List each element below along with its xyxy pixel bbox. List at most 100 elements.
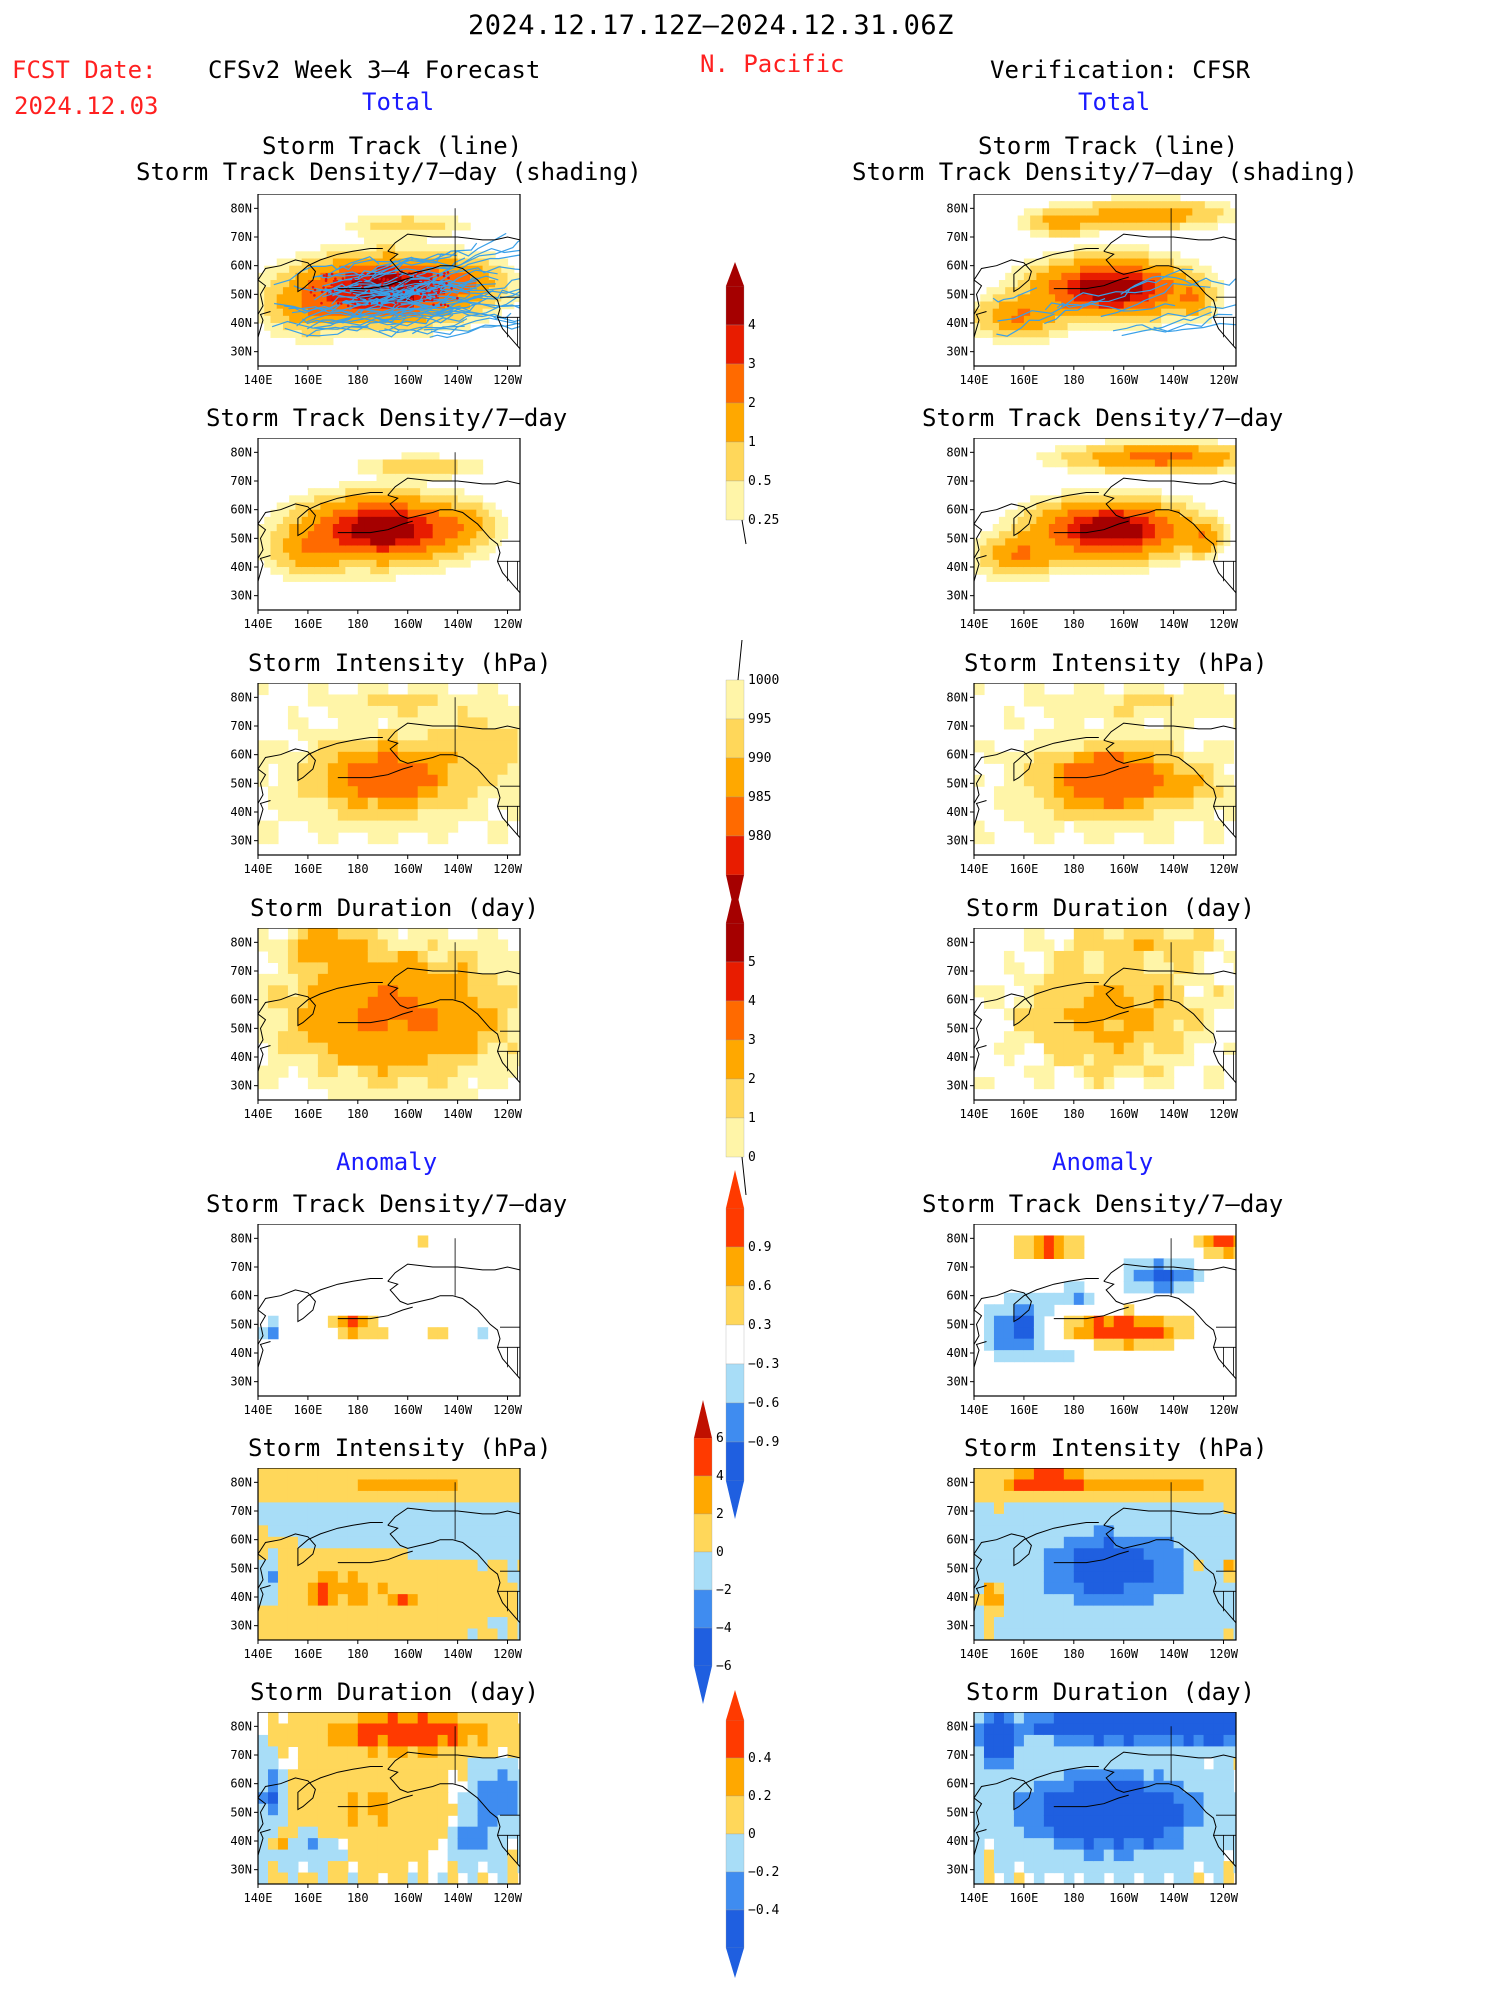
grid-cell xyxy=(1214,1468,1225,1480)
grid-cell xyxy=(1224,1629,1235,1641)
grid-cell xyxy=(448,1560,459,1572)
grid-cell xyxy=(1074,1606,1085,1618)
grid-cell xyxy=(401,452,408,460)
grid-cell xyxy=(420,517,427,525)
grid-cell xyxy=(408,951,419,963)
grid-cell xyxy=(1034,694,1045,706)
grid-cell xyxy=(383,531,390,539)
grid-cell xyxy=(1144,809,1155,821)
grid-cell xyxy=(278,1606,289,1618)
grid-cell xyxy=(1104,1606,1115,1618)
grid-cell xyxy=(1154,1339,1165,1351)
grid-cell xyxy=(1134,683,1145,695)
grid-cell xyxy=(1174,538,1181,546)
grid-cell xyxy=(1114,1054,1125,1066)
grid-cell xyxy=(986,553,993,561)
grid-cell xyxy=(1034,1304,1045,1316)
grid-cell xyxy=(327,574,334,582)
grid-cell xyxy=(1144,1066,1155,1078)
grid-cell xyxy=(1044,1054,1055,1066)
grid-cell xyxy=(1117,244,1124,252)
grid-cell xyxy=(1099,567,1106,575)
grid-cell xyxy=(984,1327,995,1339)
grid-cell xyxy=(498,985,509,997)
grid-cell xyxy=(508,775,519,787)
grid-cell xyxy=(1205,445,1212,453)
grid-cell xyxy=(1011,574,1018,582)
grid-cell xyxy=(1136,259,1143,267)
grid-cell xyxy=(501,273,508,281)
grid-cell xyxy=(1154,1548,1165,1560)
grid-cell xyxy=(1054,962,1065,974)
grid-cell xyxy=(358,1031,369,1043)
storm-point xyxy=(404,286,407,289)
grid-cell xyxy=(1124,1020,1135,1032)
grid-cell xyxy=(308,962,319,974)
grid-cell xyxy=(1124,974,1135,986)
grid-cell xyxy=(258,1479,269,1491)
grid-cell xyxy=(288,974,299,986)
grid-cell xyxy=(1155,546,1162,554)
lon-tick-label: 180 xyxy=(347,373,369,387)
grid-cell xyxy=(1055,223,1062,231)
grid-cell xyxy=(333,244,340,252)
grid-cell xyxy=(1136,553,1143,561)
grid-cell xyxy=(298,1571,309,1583)
grid-cell xyxy=(277,560,284,568)
grid-cell xyxy=(1114,1560,1125,1572)
grid-cell xyxy=(1055,266,1062,274)
grid-cell xyxy=(1024,1583,1035,1595)
grid-cell xyxy=(318,1054,329,1066)
grid-cell xyxy=(999,323,1006,331)
grid-cell xyxy=(338,1043,349,1055)
grid-cell xyxy=(518,752,525,764)
grid-cell xyxy=(258,683,269,695)
grid-cell xyxy=(268,798,279,810)
grid-cell xyxy=(986,546,993,554)
grid-cell xyxy=(308,1514,319,1526)
lat-tick-label: 80N xyxy=(230,201,252,215)
grid-cell xyxy=(993,302,1000,310)
grid-cell xyxy=(289,510,296,518)
grid-cell xyxy=(428,740,439,752)
grid-cell xyxy=(1186,460,1193,468)
grid-cell xyxy=(1064,1008,1075,1020)
grid-cell xyxy=(1014,798,1025,810)
grid-cell xyxy=(1036,323,1043,331)
grid-cell xyxy=(338,951,349,963)
grid-cell xyxy=(368,928,379,940)
grid-cell xyxy=(268,1792,279,1804)
storm-point xyxy=(420,293,423,296)
grid-cell xyxy=(383,223,390,231)
grid-cell xyxy=(398,1066,409,1078)
grid-cell xyxy=(339,567,346,575)
grid-cell xyxy=(395,223,402,231)
grid-cell xyxy=(508,1629,519,1641)
grid-cell xyxy=(1180,538,1187,546)
grid-cell xyxy=(488,1008,499,1020)
grid-cell xyxy=(314,553,321,561)
grid-cell xyxy=(288,1606,299,1618)
grid-cell xyxy=(1030,280,1037,288)
grid-cell xyxy=(1064,763,1075,775)
grid-cell xyxy=(348,1525,359,1537)
storm-point xyxy=(331,299,334,302)
grid-cell xyxy=(1217,538,1224,546)
grid-cell xyxy=(478,694,489,706)
grid-cell xyxy=(328,1054,339,1066)
grid-cell xyxy=(468,1031,479,1043)
grid-cell xyxy=(358,1583,369,1595)
grid-cell xyxy=(352,503,359,511)
grid-cell xyxy=(1064,1479,1075,1491)
grid-cell xyxy=(398,752,409,764)
grid-cell xyxy=(1030,337,1037,345)
grid-cell xyxy=(378,951,389,963)
grid-cell xyxy=(288,1020,299,1032)
grid-cell xyxy=(295,546,302,554)
grid-cell xyxy=(1144,775,1155,787)
grid-cell xyxy=(1161,316,1168,324)
grid-cell xyxy=(1224,706,1235,718)
grid-cell xyxy=(1049,517,1056,525)
grid-cell xyxy=(398,1606,409,1618)
grid-cell xyxy=(428,1502,439,1514)
